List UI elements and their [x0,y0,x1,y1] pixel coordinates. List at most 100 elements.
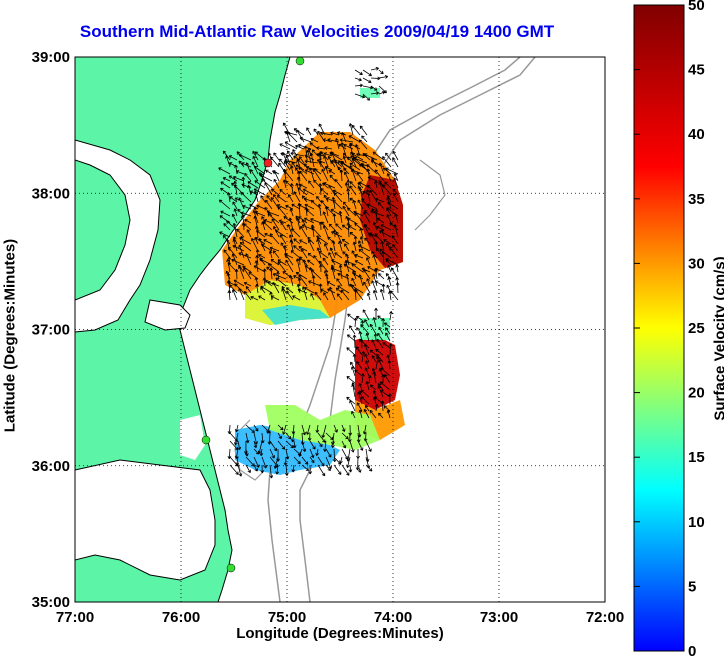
velocity-arrow [285,440,294,449]
velocity-arrow [253,424,259,432]
velocity-arrow [218,167,231,175]
velocity-arrow [282,271,294,280]
velocity-arrow [384,327,391,335]
velocity-arrow [316,152,326,157]
velocity-arrow [322,257,329,266]
velocity-arrow [355,144,361,157]
velocity-arrow [229,196,238,203]
x-tick-label: 72:00 [586,609,624,626]
velocity-arrow [277,440,286,450]
velocity-arrow [243,291,252,301]
velocity-arrow [332,199,343,210]
velocity-arrow [361,198,371,210]
velocity-arrow [234,448,239,459]
velocity-arrow [316,159,326,164]
velocity-arrow [357,391,363,405]
velocity-arrow [258,254,266,259]
velocity-arrow [353,235,358,245]
velocity-arrow [295,217,301,231]
velocity-arrow [309,440,316,450]
velocity-arrow [252,209,259,224]
velocity-arrow [338,264,343,280]
velocity-arrow [318,264,323,273]
velocity-arrow [250,295,259,301]
velocity-arrow [349,231,357,238]
velocity-arrow [375,356,380,370]
velocity-arrow [360,389,370,398]
velocity-arrow [315,424,320,433]
velocity-arrow [318,160,326,171]
velocity-arrow [353,317,358,328]
velocity-arrow [233,208,238,217]
velocity-arrow [347,217,357,224]
velocity-arrow [279,158,287,168]
velocity-arrow [346,179,351,189]
velocity-arrow [266,210,280,217]
velocity-arrow [353,157,368,164]
velocity-arrow [325,448,332,458]
velocity-arrow [346,188,351,203]
velocity-arrow [296,129,305,143]
velocity-arrow [382,156,392,168]
velocity-arrow [328,223,336,231]
velocity-arrow [341,432,349,440]
velocity-arrow [372,254,378,266]
velocity-arrow [241,176,246,189]
velocity-arrow [276,195,287,203]
velocity-arrows [218,66,400,479]
velocity-arrow [333,158,340,171]
velocity-arrow [355,346,363,356]
velocity-arrow [339,169,344,182]
velocity-arrow [348,464,353,473]
velocity-arrow [386,173,392,182]
velocity-arrow [392,157,399,168]
velocity-arrow [324,146,333,150]
pamlico-sound [75,459,216,581]
velocity-arrow [330,151,340,157]
velocity-arrow [284,253,294,266]
x-tick-label: 76:00 [162,609,200,626]
velocity-arrow [317,203,322,217]
velocity-arrow [234,164,238,175]
velocity-arrow [322,225,329,238]
velocity-arrow [301,440,307,452]
velocity-arrow [348,123,354,136]
velocity-arrow [370,91,380,95]
velocity-arrow [320,188,329,196]
velocity-arrow [364,353,370,363]
colorbar-tick-label: 40 [688,126,705,143]
velocity-arrow [384,374,391,384]
velocity-arrow [288,274,294,287]
velocity-arrow [309,456,315,464]
colorbar-tick-label: 50 [688,0,705,14]
velocity-arrow [295,258,301,273]
velocity-arrow [381,251,385,266]
velocity-arrow [273,178,280,189]
velocity-field-south [355,335,400,410]
velocity-arrow [289,239,294,252]
velocity-arrow [365,332,370,342]
velocity-arrow [269,448,275,459]
x-tick-label: 75:00 [268,609,306,626]
velocity-arrow [354,77,362,82]
velocity-arrow [326,281,336,287]
velocity-arrow [262,268,267,280]
velocity-arrow [316,238,322,252]
velocity-arrow [269,233,280,245]
velocity-arrow [238,153,252,161]
x-tick-label: 77:00 [56,609,94,626]
velocity-arrow [256,204,266,210]
velocity-arrow [372,317,377,328]
velocity-arrow [393,172,399,182]
velocity-arrow [310,224,315,238]
colorbar-tick-label: 20 [688,385,705,402]
colorbar-tick-label: 30 [688,255,705,272]
velocity-arrow [227,424,232,435]
velocity-arrow [283,169,294,182]
velocity-arrow [352,241,357,252]
velocity-arrow [297,288,308,294]
y-axis-label: Latitude (Degrees:Minutes) [1,238,19,433]
velocity-arrow [350,284,364,294]
velocity-arrow [325,464,331,472]
